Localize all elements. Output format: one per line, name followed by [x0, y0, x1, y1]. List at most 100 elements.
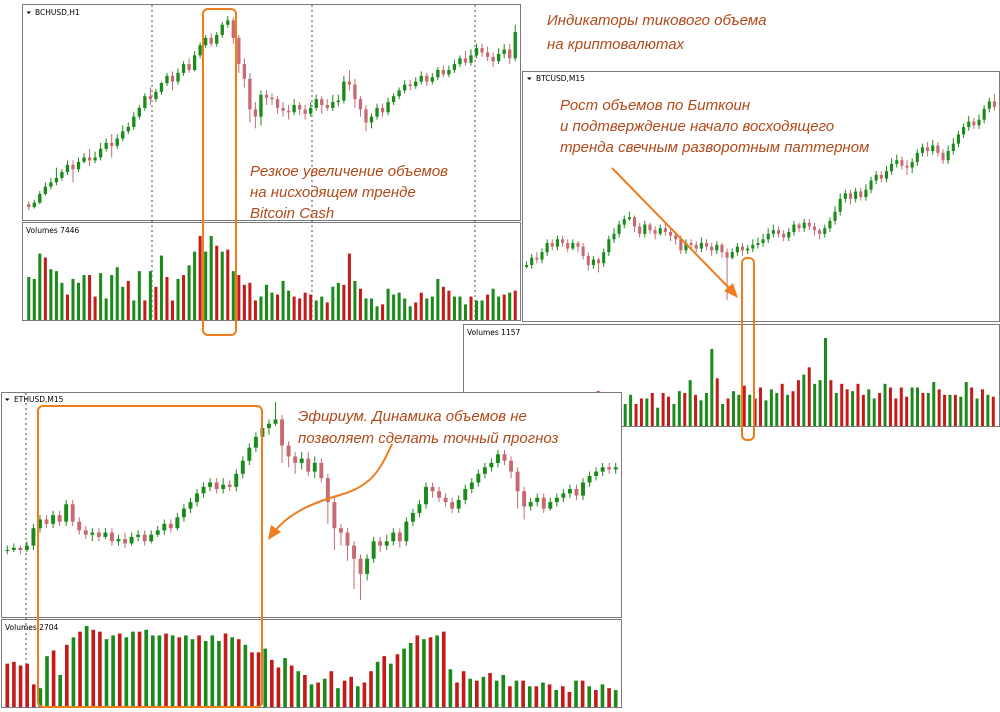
candle	[11, 543, 16, 553]
volume-bar	[331, 286, 335, 320]
btc-volume-spike-highlight	[741, 257, 755, 441]
bch-volume-label: Volumes 7446	[26, 226, 80, 235]
candle	[443, 493, 448, 507]
candle	[740, 242, 745, 256]
candle	[31, 523, 36, 550]
candle	[648, 222, 652, 234]
candle	[43, 182, 48, 196]
candle	[64, 499, 69, 527]
volume-bar	[253, 300, 257, 320]
candle	[109, 528, 114, 546]
volume-bar	[587, 686, 592, 707]
volume-bar	[634, 404, 638, 426]
candle	[530, 254, 534, 269]
candle	[358, 554, 363, 600]
candle	[848, 189, 853, 205]
volume-bar	[164, 633, 168, 707]
volume-bar	[534, 686, 539, 707]
volume-bar	[76, 282, 81, 320]
candle	[581, 242, 585, 260]
candle	[900, 156, 904, 170]
volume-bar	[824, 338, 827, 426]
candle	[221, 478, 226, 494]
volume-bar	[45, 656, 49, 707]
candle	[51, 510, 56, 529]
candle	[469, 49, 473, 66]
candle	[967, 116, 971, 131]
candle	[104, 138, 108, 152]
volume-bar	[303, 292, 307, 320]
candle	[710, 242, 714, 256]
volume-bar	[131, 631, 135, 707]
volume-bar	[554, 690, 558, 707]
candle	[905, 160, 909, 175]
volume-bar	[742, 385, 746, 426]
candle	[220, 21, 224, 38]
volume-bar	[527, 686, 532, 707]
candle	[77, 517, 82, 535]
candle	[57, 510, 62, 527]
bch-dropdown-icon[interactable]	[26, 11, 32, 15]
candle	[715, 241, 719, 255]
volume-bar	[414, 302, 418, 320]
volume-bar	[481, 676, 486, 707]
candle	[226, 16, 230, 28]
volume-bar	[899, 387, 903, 426]
candle	[513, 24, 517, 62]
volume-bar	[786, 394, 790, 426]
candle	[915, 149, 919, 166]
candle	[214, 478, 219, 494]
volume-bar	[298, 298, 302, 320]
candle	[32, 199, 36, 209]
btc-volume-label: Volumes 1157	[467, 328, 521, 337]
volume-bar	[25, 663, 29, 707]
candle	[771, 224, 775, 238]
candle	[201, 482, 206, 498]
volume-bar	[197, 635, 201, 707]
volume-bar	[159, 255, 163, 320]
candle	[297, 102, 302, 116]
candle	[338, 523, 343, 546]
volume-bar	[937, 389, 941, 426]
volume-bar	[488, 673, 492, 707]
candle	[496, 48, 501, 65]
candle	[476, 469, 481, 487]
volume-bar	[115, 267, 119, 320]
volume-bar	[458, 296, 462, 320]
volume-bar	[861, 394, 865, 426]
volume-bar	[667, 396, 670, 426]
volume-bar	[177, 637, 182, 707]
candle	[838, 193, 842, 216]
candle	[162, 519, 167, 535]
candle	[482, 462, 487, 479]
candle	[587, 471, 592, 487]
candle	[227, 480, 232, 492]
volume-bar	[959, 396, 963, 426]
candle	[204, 34, 208, 49]
volume-bar	[953, 394, 957, 426]
candle	[884, 165, 889, 183]
candle	[977, 114, 981, 129]
volume-bar	[243, 644, 248, 707]
volume-bar	[497, 296, 501, 320]
volume-bar	[737, 394, 741, 426]
candle	[586, 252, 590, 271]
candle	[103, 528, 108, 540]
eth-dropdown-icon[interactable]	[5, 398, 10, 402]
volume-bar	[364, 298, 368, 320]
btc-dropdown-icon[interactable]	[527, 77, 532, 81]
volume-bar	[231, 271, 235, 320]
candle	[54, 167, 59, 186]
bch-annotation-line2: на нисходящем тренде	[250, 184, 416, 201]
candle	[129, 532, 134, 546]
candle	[792, 220, 796, 236]
candle	[574, 484, 579, 500]
volume-bar	[991, 396, 995, 426]
volume-bar	[721, 404, 725, 426]
volume-bar	[455, 682, 459, 707]
eth-volume-label: Volumes 2704	[5, 623, 59, 632]
candle	[253, 102, 258, 129]
candle	[136, 530, 141, 542]
candle	[319, 458, 324, 483]
candle	[663, 222, 667, 236]
